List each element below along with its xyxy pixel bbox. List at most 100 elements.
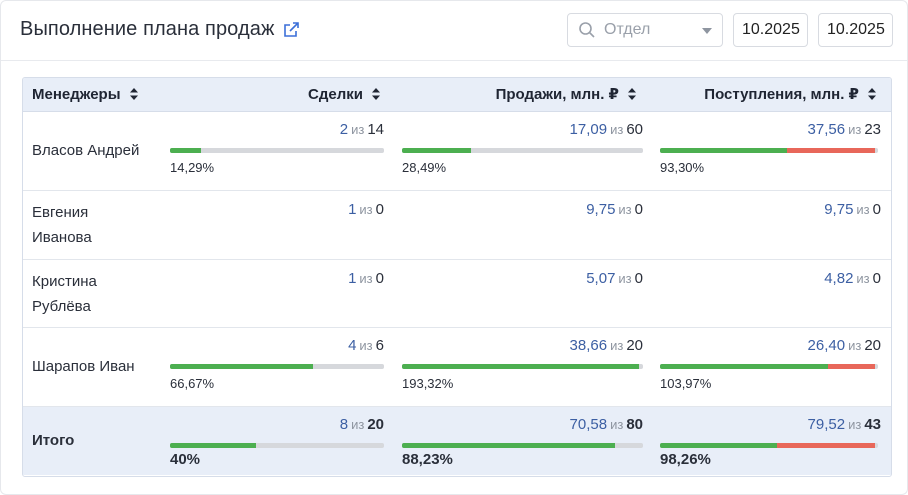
of-label: из	[856, 271, 870, 286]
receipts-value: 4,82 из 0	[824, 270, 881, 287]
sales-plan: 60	[626, 121, 643, 138]
deals-value: 8 из 20	[340, 416, 384, 433]
of-label: из	[848, 338, 862, 353]
of-label: из	[359, 202, 373, 217]
column-deals-label: Сделки	[308, 86, 363, 103]
sort-icon[interactable]	[371, 80, 381, 100]
column-sales[interactable]: Продажи, млн. ₽	[496, 78, 637, 112]
deals-value: 4 из 6	[348, 337, 384, 354]
manager-name[interactable]: Евгения Иванова	[32, 204, 92, 246]
overflow-fill	[787, 148, 875, 153]
column-managers[interactable]: Менеджеры	[32, 78, 139, 112]
deals-progress-bar	[170, 443, 384, 448]
sales-percent: 193,32%	[402, 376, 454, 391]
column-deals[interactable]: Сделки	[308, 78, 381, 112]
sales-value: 17,09 из 60	[570, 121, 643, 138]
receipts-plan: 0	[872, 270, 881, 287]
deals-value: 2 из 14	[340, 121, 384, 138]
of-label: из	[359, 338, 373, 353]
total-label: Итого	[32, 432, 75, 449]
progress-fill	[402, 364, 639, 369]
receipts-done: 4,82	[824, 270, 854, 287]
deals-plan: 0	[375, 270, 384, 287]
deals-percent: 14,29%	[170, 160, 215, 175]
of-label: из	[610, 417, 624, 432]
receipts-progress-bar	[660, 364, 878, 369]
receipts-progress-bar	[660, 148, 878, 153]
title-wrap: Выполнение плана продаж	[20, 18, 300, 41]
sales-plan: 80	[626, 416, 643, 433]
sales-done: 5,07	[586, 270, 616, 287]
deals-plan: 0	[375, 201, 384, 218]
sales-progress-bar	[402, 148, 643, 153]
deals-progress-bar	[170, 148, 384, 153]
deals-plan: 6	[375, 337, 384, 354]
table-row: Евгения Иванова 1 из 0 9,75 из 0 9,75 из 0	[23, 191, 891, 260]
column-sales-label: Продажи, млн. ₽	[495, 86, 619, 103]
sales-plan-table: Менеджеры Сделки Продажи, млн. ₽ Поступл…	[22, 77, 892, 477]
deals-done: 4	[348, 337, 357, 354]
of-label: из	[848, 122, 862, 137]
date-from-input[interactable]: 10.2025	[733, 13, 808, 47]
card-header: Выполнение плана продаж Отдел 10.2025 10…	[1, 1, 907, 61]
sales-done: 70,58	[569, 416, 608, 433]
progress-fill	[170, 443, 256, 448]
manager-name[interactable]: Власов Андрей	[32, 142, 140, 159]
date-to-input[interactable]: 10.2025	[818, 13, 893, 47]
receipts-done: 9,75	[824, 201, 854, 218]
column-managers-label: Менеджеры	[32, 86, 121, 103]
deals-value: 1 из 0	[348, 201, 384, 218]
deals-value: 1 из 0	[348, 270, 384, 287]
progress-fill	[660, 364, 828, 369]
sales-value: 5,07 из 0	[586, 270, 643, 287]
progress-fill	[660, 148, 787, 153]
deals-plan: 20	[367, 416, 384, 433]
sales-progress-bar	[402, 443, 643, 448]
column-receipts-label: Поступления, млн. ₽	[704, 86, 859, 103]
sort-icon[interactable]	[129, 80, 139, 100]
overflow-fill	[828, 364, 875, 369]
sales-value: 70,58 из 80	[570, 416, 643, 433]
sort-icon[interactable]	[867, 80, 877, 100]
column-receipts[interactable]: Поступления, млн. ₽	[704, 78, 877, 112]
of-label: из	[618, 202, 632, 217]
receipts-done: 26,40	[807, 337, 846, 354]
department-select[interactable]: Отдел	[567, 13, 723, 47]
receipts-plan: 23	[864, 121, 881, 138]
search-icon	[578, 21, 596, 39]
manager-name[interactable]: Шарапов Иван	[32, 358, 135, 375]
receipts-percent: 98,26%	[660, 451, 711, 468]
sales-percent: 28,49%	[402, 160, 447, 175]
of-label: из	[610, 338, 624, 353]
of-label: из	[359, 271, 373, 286]
deals-percent: 40%	[170, 451, 201, 468]
sales-value: 9,75 из 0	[586, 201, 643, 218]
table-row: Власов Андрей 2 из 14 14,29% 17,09 из 60 28,49% 3…	[23, 112, 891, 191]
table-header: Менеджеры Сделки Продажи, млн. ₽ Поступл…	[23, 78, 891, 112]
receipts-value: 37,56 из 23	[808, 121, 881, 138]
manager-name[interactable]: Кристина Рублёва	[32, 273, 97, 315]
receipts-done: 37,56	[807, 121, 846, 138]
external-link-icon[interactable]	[282, 21, 300, 39]
sales-done: 9,75	[586, 201, 616, 218]
sales-plan: 0	[634, 270, 643, 287]
table-row: Кристина Рублёва 1 из 0 5,07 из 0 4,82 из 0	[23, 260, 891, 328]
receipts-done: 79,52	[807, 416, 846, 433]
chevron-down-icon	[702, 28, 712, 34]
receipts-percent: 103,97%	[660, 376, 712, 391]
progress-fill	[402, 148, 471, 153]
progress-fill	[170, 148, 201, 153]
receipts-value: 26,40 из 20	[808, 337, 881, 354]
sort-icon[interactable]	[627, 80, 637, 100]
receipts-plan: 20	[864, 337, 881, 354]
of-label: из	[610, 122, 624, 137]
sales-plan: 20	[626, 337, 643, 354]
receipts-value: 79,52 из 43	[808, 416, 881, 433]
total-row: Итого 8 из 20 40% 70,58 из 80 88,23% 79,52 из 43 98,…	[23, 407, 891, 475]
sales-done: 38,66	[569, 337, 608, 354]
deals-progress-bar	[170, 364, 384, 369]
deals-done: 1	[348, 270, 357, 287]
of-label: из	[351, 122, 365, 137]
sales-done: 17,09	[569, 121, 608, 138]
